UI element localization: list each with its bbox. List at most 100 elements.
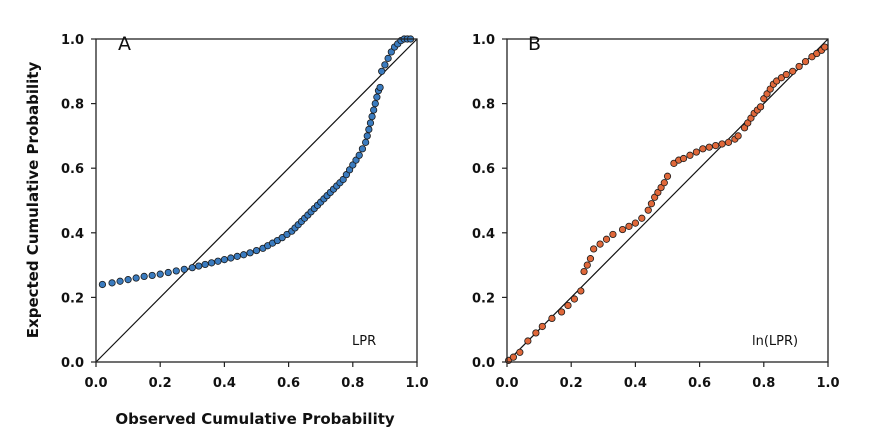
data-point-b-49 [766,85,774,93]
data-point-a-21 [252,246,261,255]
data-point-b-33 [692,148,700,156]
data-point-b-5 [538,322,546,331]
data-point-a-64 [387,48,395,56]
y-tick-label-a-3: 0.6 [61,162,84,177]
data-point-b-20 [631,219,640,227]
y-tick-label-b-3: 0.6 [472,162,495,177]
data-point-a-16 [220,256,228,264]
data-point-b-23 [647,200,656,208]
data-point-a-17 [227,254,235,262]
data-point-a-52 [363,132,371,140]
data-point-a-45 [342,171,350,179]
data-point-a-63 [384,54,392,62]
data-point-a-19 [240,251,248,259]
data-point-a-10 [180,265,188,273]
data-point-a-48 [352,156,360,164]
data-point-a-58 [373,93,381,101]
data-point-a-1 [108,279,116,287]
reference-line-a [95,38,418,363]
data-point-b-11 [580,267,588,276]
data-point-a-0 [98,280,107,289]
data-point-a-11 [188,264,196,272]
data-point-b-47 [760,95,768,103]
data-point-a-14 [207,259,216,267]
data-point-b-25 [654,188,662,197]
data-point-b-53 [782,70,790,79]
x-tick-label-b-4: 0.8 [752,376,775,391]
panel-b-frame [506,38,829,363]
x-tick-label-a-2: 0.4 [213,376,236,391]
data-point-a-2 [116,277,124,285]
x-tick-label-b-1: 0.2 [560,376,583,391]
data-point-b-2 [516,348,524,356]
data-point-a-18 [233,252,241,260]
data-point-b-19 [625,222,633,230]
data-point-b-1 [509,353,518,361]
x-tick-label-a-5: 1.0 [405,376,428,391]
data-point-b-15 [596,240,604,248]
data-point-a-26 [278,234,286,242]
data-point-a-51 [362,138,370,146]
data-point-b-21 [638,214,646,222]
data-point-a-56 [370,106,378,114]
data-point-b-3 [524,337,532,345]
data-point-a-7 [156,270,164,278]
data-point-a-53 [365,125,373,134]
x-tick-label-b-3: 0.6 [688,376,711,391]
panel-b-variable-label: ln(LPR) [752,334,798,349]
data-point-b-48 [763,90,771,98]
data-point-a-60 [376,83,384,92]
data-point-a-50 [358,145,367,153]
x-tick-label-a-3: 0.6 [277,376,300,391]
data-point-b-36 [712,141,720,150]
data-point-a-4 [132,274,140,282]
data-point-b-34 [699,145,707,153]
data-point-a-47 [349,161,357,169]
data-point-b-54 [789,67,797,75]
data-point-b-8 [564,301,572,310]
panel-a-variable-label: LPR [352,334,376,349]
y-tick-label-b-0: 0.0 [472,356,495,371]
panel-a-plot: 0.0 0.2 0.4 0.6 0.8 1.0 0.0 0.2 0.4 0.6 0.8 1.0 A L… [61,33,429,391]
y-tick-label-a-4: 0.8 [61,98,84,113]
y-tick-label-b-5: 1.0 [472,33,495,48]
data-point-a-54 [366,119,375,127]
y-axis-title: Expected Cumulative Probability [24,62,42,339]
y-tick-label-a-0: 0.0 [61,356,84,371]
panel-b-plot: 0.0 0.2 0.4 0.6 0.8 1.0 0.0 0.2 0.4 0.6 0.8 1.0 B l… [472,33,840,391]
data-point-b-41 [740,124,749,132]
x-tick-label-a-0: 0.0 [84,376,107,391]
data-point-a-57 [371,100,379,108]
data-point-b-22 [644,206,652,214]
data-point-b-6 [548,314,556,322]
data-point-b-55 [795,62,803,71]
data-point-a-20 [246,249,254,257]
panel-a-label: A [118,33,131,55]
data-point-b-7 [557,308,566,316]
x-tick-label-a-1: 0.2 [149,376,172,391]
data-point-b-17 [609,230,617,239]
y-tick-label-b-2: 0.4 [472,227,495,242]
data-point-b-10 [577,287,585,295]
data-point-b-32 [686,151,694,159]
x-axis-title: Observed Cumulative Probability [115,410,395,428]
data-point-a-8 [164,268,172,277]
data-point-b-40 [734,132,742,140]
data-point-b-56 [801,58,810,66]
data-point-a-13 [201,260,209,269]
y-tick-label-b-4: 0.8 [472,98,495,113]
data-point-a-55 [368,112,376,121]
y-tick-label-a-2: 0.4 [61,227,84,242]
data-point-a-12 [195,262,203,270]
data-point-b-18 [618,225,627,234]
data-point-b-13 [586,255,595,263]
data-point-b-12 [583,261,591,269]
data-point-b-27 [660,179,668,187]
x-tick-label-b-2: 0.4 [624,376,647,391]
data-point-a-27 [283,230,291,239]
x-tick-label-b-0: 0.0 [495,376,518,391]
data-point-a-9 [172,267,180,275]
data-point-b-14 [590,245,598,253]
data-point-b-31 [679,154,688,163]
data-point-a-62 [381,61,389,69]
